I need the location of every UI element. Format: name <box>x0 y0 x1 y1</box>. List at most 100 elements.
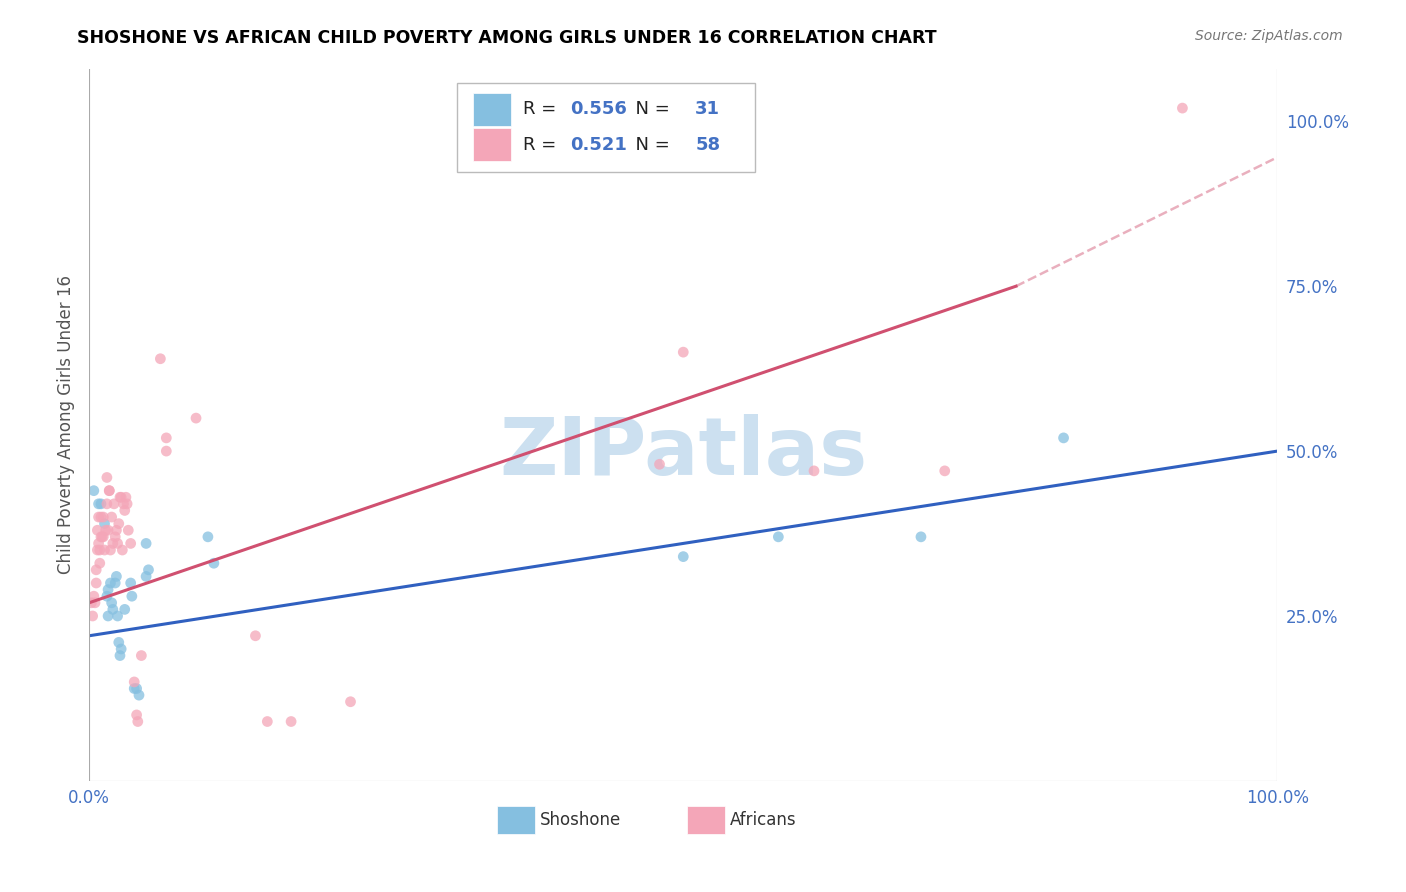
Point <box>197 530 219 544</box>
Point <box>122 675 145 690</box>
Text: R =: R = <box>523 136 562 153</box>
Point <box>83 589 105 603</box>
Point <box>84 576 107 591</box>
Text: R =: R = <box>523 100 562 118</box>
Point <box>768 530 790 544</box>
Point <box>104 530 127 544</box>
Text: Africans: Africans <box>730 811 796 829</box>
Point <box>98 483 121 498</box>
Point <box>110 490 132 504</box>
Point <box>87 510 110 524</box>
Point <box>245 629 267 643</box>
Point <box>97 523 120 537</box>
Point <box>107 516 129 531</box>
Point <box>96 589 118 603</box>
Point <box>114 503 136 517</box>
Point <box>280 714 302 729</box>
Point <box>100 596 122 610</box>
Point <box>111 543 134 558</box>
Point <box>127 714 149 729</box>
Point <box>84 563 107 577</box>
Point <box>86 543 108 558</box>
Point <box>104 576 127 591</box>
Point <box>97 582 120 597</box>
Point <box>125 681 148 696</box>
Point <box>107 536 129 550</box>
Text: 58: 58 <box>695 136 720 153</box>
Point <box>108 490 131 504</box>
Point <box>101 602 124 616</box>
Point <box>202 556 225 570</box>
FancyBboxPatch shape <box>457 83 755 172</box>
Point <box>87 536 110 550</box>
Point <box>93 543 115 558</box>
Point <box>93 516 115 531</box>
Point <box>1052 431 1074 445</box>
Point <box>121 589 143 603</box>
Point <box>80 596 103 610</box>
Point <box>107 609 129 624</box>
Point <box>87 497 110 511</box>
Point <box>101 536 124 550</box>
Point <box>83 483 105 498</box>
Point <box>100 543 122 558</box>
Point <box>149 351 172 366</box>
Point <box>105 523 128 537</box>
Point <box>98 483 121 498</box>
Point <box>184 411 207 425</box>
Point <box>90 510 112 524</box>
Point <box>117 523 139 537</box>
Text: N =: N = <box>624 136 675 153</box>
FancyBboxPatch shape <box>496 805 534 834</box>
Point <box>91 530 114 544</box>
Point <box>672 549 695 564</box>
Point <box>114 602 136 616</box>
Point <box>86 523 108 537</box>
Text: ZIPatlas: ZIPatlas <box>499 414 868 492</box>
Point <box>155 431 177 445</box>
Point <box>89 556 111 570</box>
Point <box>96 470 118 484</box>
Point <box>155 444 177 458</box>
Point <box>84 596 107 610</box>
Point <box>91 530 114 544</box>
FancyBboxPatch shape <box>472 128 510 161</box>
Point <box>128 688 150 702</box>
Point <box>96 497 118 511</box>
Point <box>82 609 104 624</box>
Point <box>256 714 278 729</box>
Text: N =: N = <box>624 100 675 118</box>
Point <box>934 464 956 478</box>
Point <box>100 576 122 591</box>
Point <box>107 635 129 649</box>
Text: 0.521: 0.521 <box>571 136 627 153</box>
Point <box>910 530 932 544</box>
Point <box>648 457 671 471</box>
Point <box>90 530 112 544</box>
Text: SHOSHONE VS AFRICAN CHILD POVERTY AMONG GIRLS UNDER 16 CORRELATION CHART: SHOSHONE VS AFRICAN CHILD POVERTY AMONG … <box>77 29 936 46</box>
Text: 0.556: 0.556 <box>571 100 627 118</box>
Point <box>105 569 128 583</box>
Point <box>110 642 132 657</box>
Point <box>97 609 120 624</box>
Point <box>138 563 160 577</box>
Point <box>135 569 157 583</box>
Point <box>1171 101 1194 115</box>
Point <box>672 345 695 359</box>
Point <box>115 490 138 504</box>
Text: 31: 31 <box>695 100 720 118</box>
Text: Source: ZipAtlas.com: Source: ZipAtlas.com <box>1195 29 1343 43</box>
Point <box>120 576 142 591</box>
FancyBboxPatch shape <box>472 93 510 126</box>
Point <box>100 510 122 524</box>
Point <box>122 681 145 696</box>
Point <box>131 648 153 663</box>
Point <box>89 543 111 558</box>
Point <box>339 695 361 709</box>
Point <box>91 510 114 524</box>
Point <box>115 497 138 511</box>
Point <box>90 497 112 511</box>
Text: Shoshone: Shoshone <box>540 811 620 829</box>
Y-axis label: Child Poverty Among Girls Under 16: Child Poverty Among Girls Under 16 <box>58 276 75 574</box>
Point <box>120 536 142 550</box>
